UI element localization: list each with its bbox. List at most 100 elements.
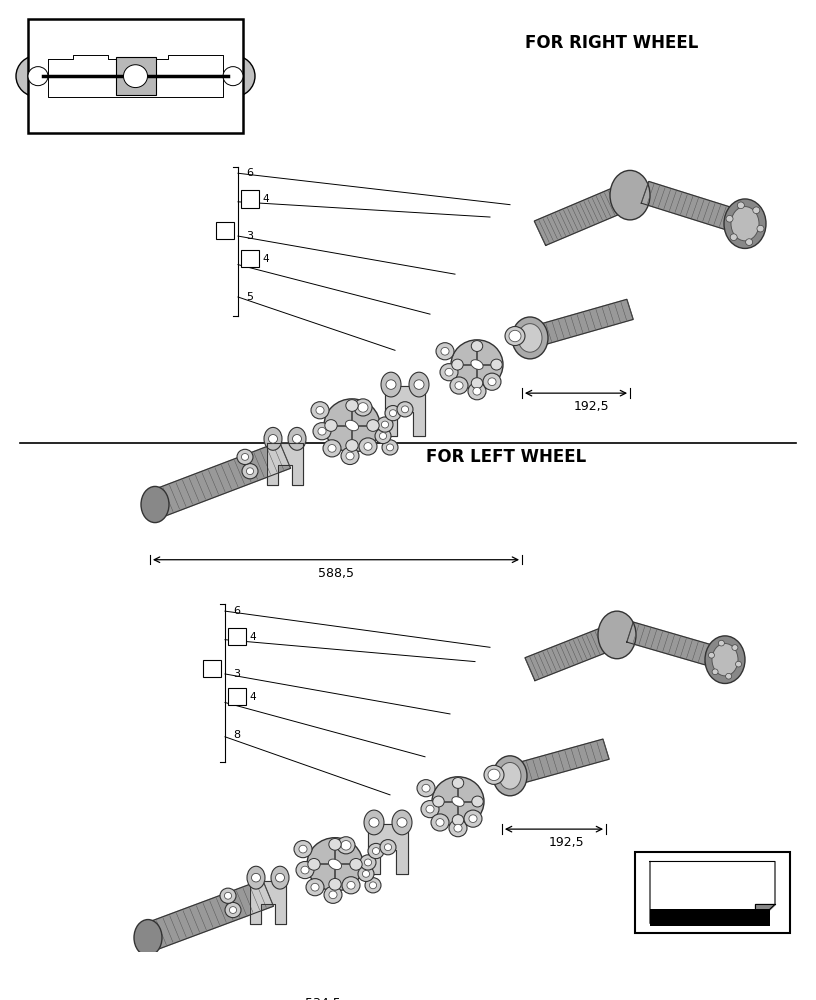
Circle shape: [488, 378, 496, 386]
Circle shape: [490, 359, 502, 370]
Ellipse shape: [141, 486, 169, 523]
Circle shape: [358, 866, 374, 881]
Circle shape: [328, 444, 336, 452]
Circle shape: [757, 225, 764, 232]
Circle shape: [414, 380, 424, 389]
Circle shape: [359, 438, 377, 455]
Circle shape: [708, 652, 715, 658]
Circle shape: [421, 801, 439, 818]
Circle shape: [732, 645, 738, 650]
Circle shape: [473, 387, 481, 395]
Circle shape: [358, 403, 368, 412]
Circle shape: [362, 870, 370, 877]
Circle shape: [318, 427, 326, 435]
Circle shape: [452, 778, 463, 788]
Ellipse shape: [452, 797, 464, 806]
Ellipse shape: [610, 170, 650, 220]
Circle shape: [276, 873, 285, 882]
Circle shape: [365, 878, 381, 893]
Circle shape: [16, 55, 60, 97]
Circle shape: [242, 453, 249, 460]
Polygon shape: [527, 299, 633, 348]
Bar: [241, 190, 259, 208]
Circle shape: [379, 433, 387, 439]
Circle shape: [746, 239, 752, 245]
Circle shape: [464, 810, 482, 827]
Circle shape: [370, 882, 377, 889]
Circle shape: [324, 886, 342, 903]
Circle shape: [440, 364, 458, 381]
Circle shape: [346, 400, 358, 411]
Ellipse shape: [731, 207, 759, 241]
Polygon shape: [641, 181, 749, 235]
Circle shape: [237, 449, 253, 465]
Circle shape: [329, 891, 337, 899]
Text: 8: 8: [233, 730, 240, 740]
Bar: [203, 660, 221, 677]
Bar: [228, 628, 246, 645]
Circle shape: [229, 907, 237, 913]
Circle shape: [432, 777, 484, 826]
Circle shape: [483, 373, 501, 390]
Text: 4: 4: [263, 194, 269, 204]
Circle shape: [735, 661, 742, 667]
Ellipse shape: [518, 324, 542, 352]
Circle shape: [325, 420, 337, 431]
Polygon shape: [650, 861, 775, 923]
Ellipse shape: [499, 762, 521, 789]
Circle shape: [372, 848, 379, 854]
Polygon shape: [48, 55, 223, 97]
Text: 534,5: 534,5: [304, 997, 340, 1000]
Bar: [635, 852, 790, 933]
Circle shape: [375, 428, 391, 444]
Circle shape: [251, 873, 260, 882]
Circle shape: [377, 417, 393, 432]
Text: 4: 4: [250, 632, 256, 642]
Bar: [116, 57, 156, 95]
Bar: [241, 250, 259, 267]
Circle shape: [301, 866, 309, 874]
Polygon shape: [149, 442, 290, 518]
Circle shape: [431, 814, 449, 831]
Ellipse shape: [288, 427, 306, 450]
Circle shape: [337, 837, 355, 854]
Circle shape: [296, 861, 314, 879]
Circle shape: [323, 440, 341, 457]
Circle shape: [509, 330, 521, 342]
Circle shape: [426, 805, 434, 813]
Circle shape: [316, 406, 324, 414]
Polygon shape: [143, 880, 273, 951]
Circle shape: [384, 844, 392, 851]
Circle shape: [350, 858, 362, 870]
Ellipse shape: [364, 810, 384, 835]
Circle shape: [450, 377, 468, 394]
Circle shape: [445, 368, 453, 376]
Circle shape: [299, 845, 307, 853]
Text: 6: 6: [246, 168, 253, 178]
Circle shape: [441, 347, 449, 355]
Bar: [28, 19, 243, 133]
Circle shape: [211, 55, 255, 97]
Circle shape: [292, 435, 301, 443]
Circle shape: [354, 399, 372, 416]
Circle shape: [436, 343, 454, 360]
Ellipse shape: [471, 360, 483, 369]
Circle shape: [484, 765, 504, 784]
Polygon shape: [507, 739, 609, 786]
Circle shape: [329, 878, 341, 890]
Circle shape: [712, 669, 718, 675]
Circle shape: [422, 784, 430, 792]
Ellipse shape: [409, 372, 429, 397]
Circle shape: [123, 65, 148, 88]
Circle shape: [472, 796, 483, 807]
Circle shape: [387, 444, 393, 451]
Circle shape: [369, 818, 379, 827]
Circle shape: [386, 380, 396, 389]
Bar: [228, 688, 246, 705]
Circle shape: [436, 819, 444, 826]
Polygon shape: [267, 443, 303, 485]
Polygon shape: [368, 824, 408, 874]
Circle shape: [347, 881, 355, 889]
Circle shape: [368, 843, 384, 859]
Circle shape: [360, 855, 376, 870]
